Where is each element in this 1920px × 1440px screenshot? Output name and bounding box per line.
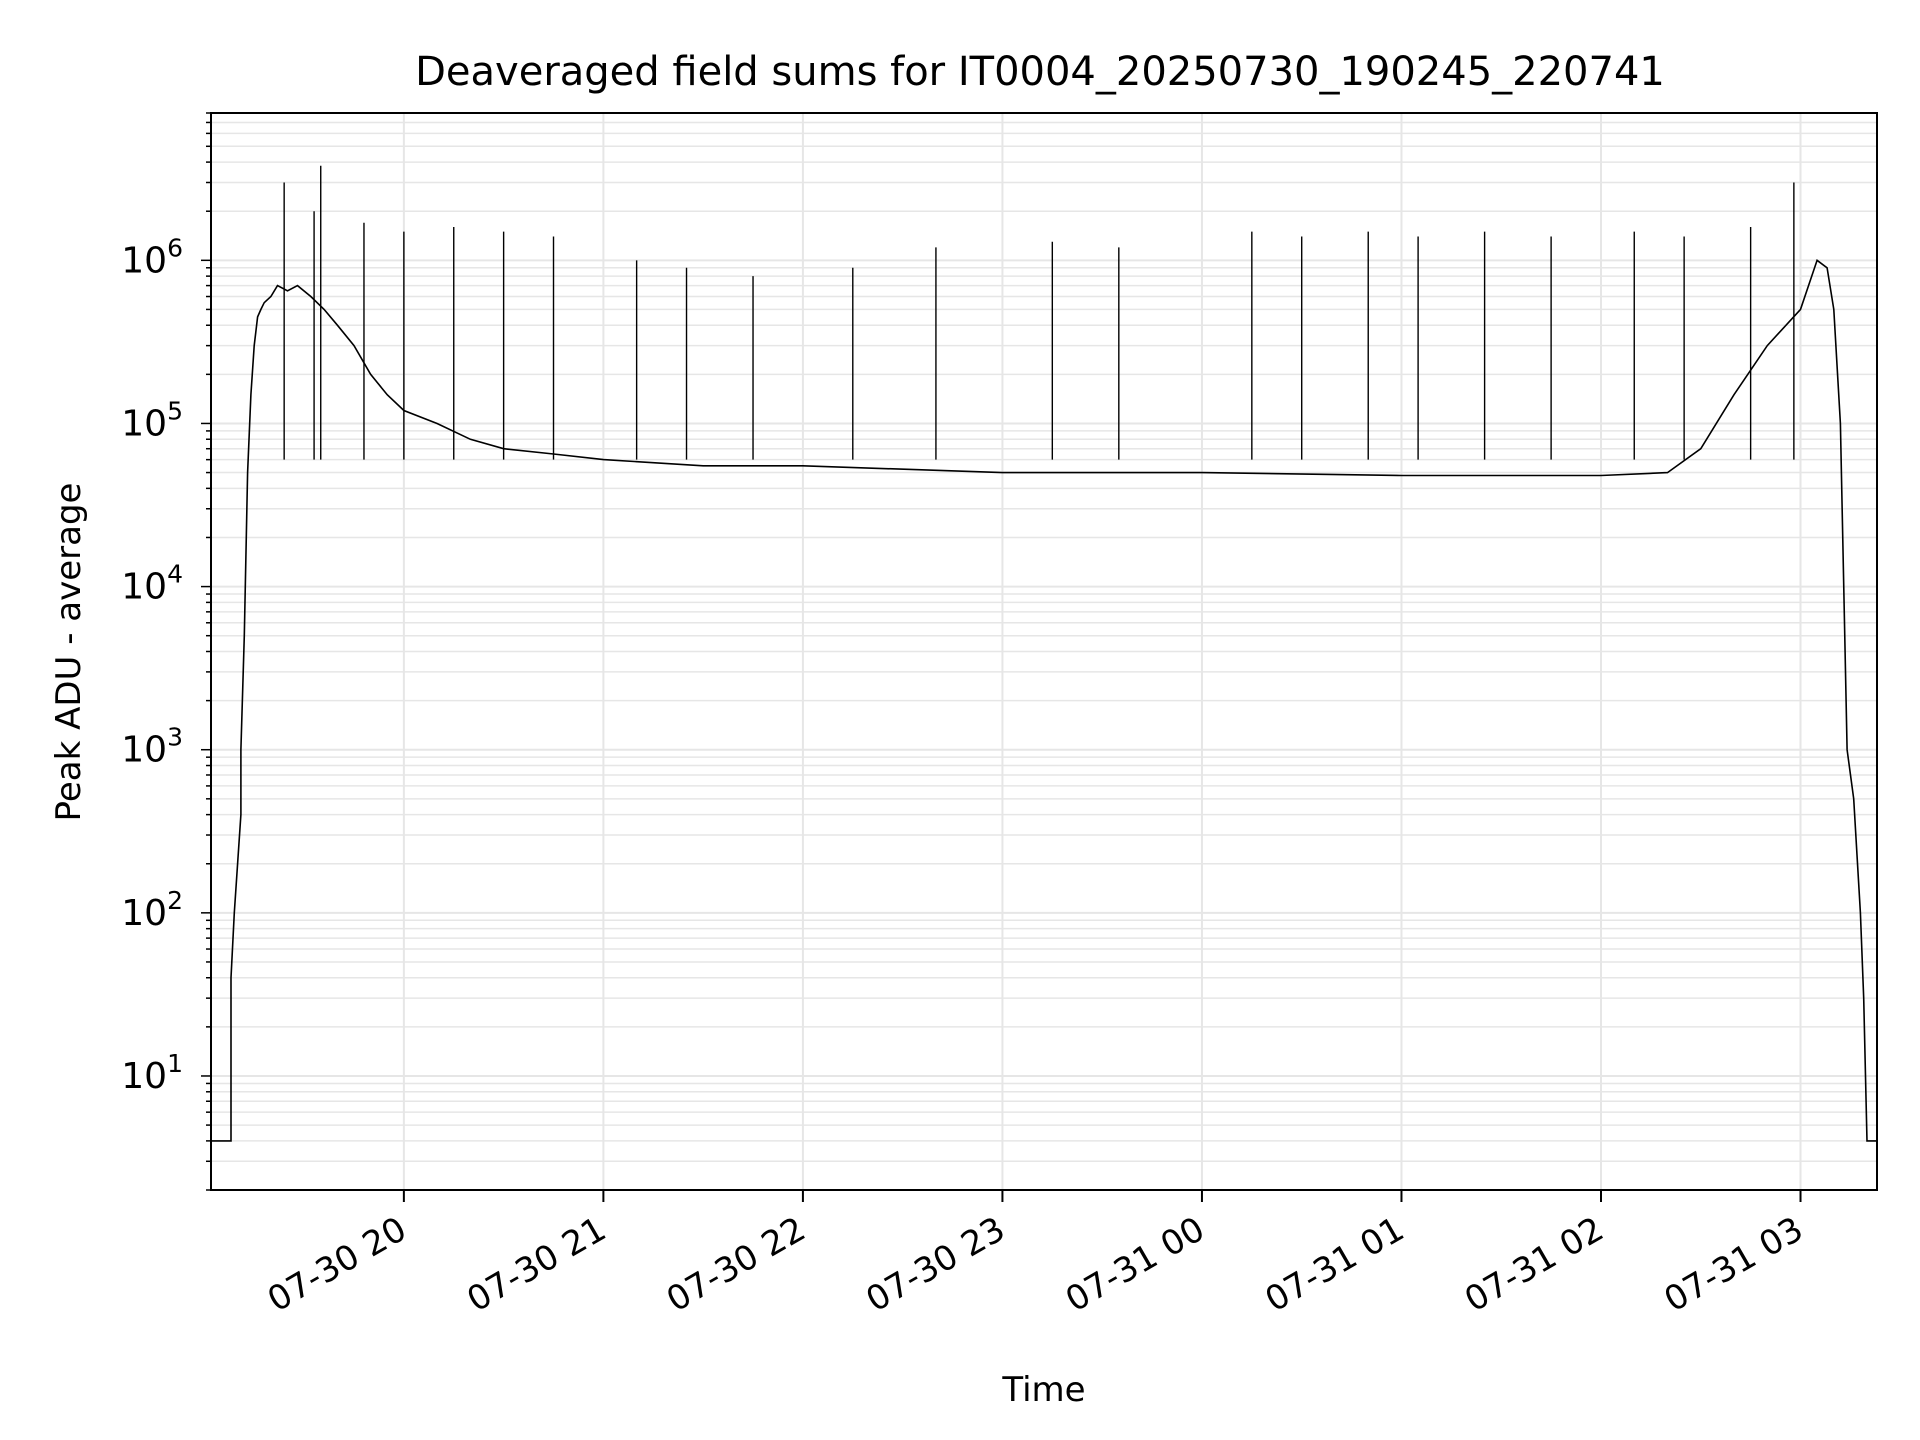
- y-tick-exponent: 1: [167, 1049, 183, 1078]
- series-line: [211, 258, 1877, 1142]
- y-tick-base: 10: [121, 893, 167, 934]
- y-tick-exponent: 6: [167, 233, 183, 262]
- y-tick-exponent: 2: [167, 886, 183, 915]
- y-tick-label: 101: [121, 1049, 183, 1097]
- y-tick-base: 10: [121, 403, 167, 444]
- y-tick-label: 103: [121, 723, 183, 771]
- y-tick-base: 10: [121, 240, 167, 281]
- y-tick-label: 105: [121, 396, 183, 444]
- y-tick-exponent: 3: [167, 723, 183, 752]
- x-axis-label: Time: [1001, 1370, 1085, 1410]
- y-tick-label: 102: [121, 886, 183, 934]
- y-tick-label: 106: [121, 233, 183, 281]
- y-tick-base: 10: [121, 567, 167, 608]
- y-tick-label: 104: [121, 560, 183, 608]
- y-axis-label: Peak ADU - average: [49, 483, 89, 822]
- y-tick-base: 10: [121, 1056, 167, 1097]
- data-series: [211, 165, 1877, 1142]
- y-tick-exponent: 5: [167, 396, 183, 425]
- y-tick-exponent: 4: [167, 560, 183, 589]
- y-tick-base: 10: [121, 730, 167, 771]
- chart-title: Deaveraged field sums for IT0004_2025073…: [415, 49, 1665, 95]
